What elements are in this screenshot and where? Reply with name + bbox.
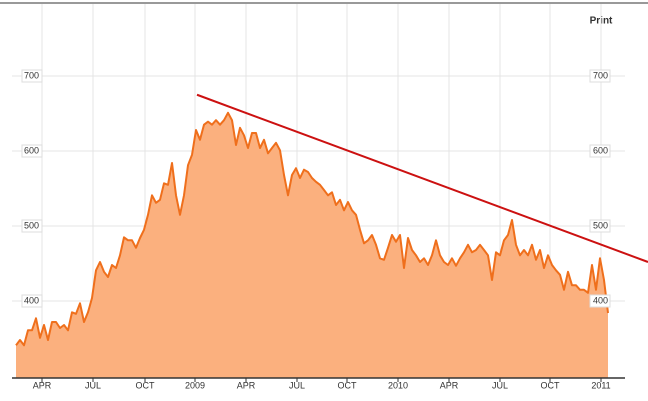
x-tick-label: 2010 xyxy=(388,380,408,390)
y-tick-box xyxy=(589,294,611,308)
y-tick-box xyxy=(21,294,43,308)
x-tick-label: OCT xyxy=(338,380,358,390)
trend-line xyxy=(196,93,648,263)
x-tick-label: 2011 xyxy=(591,380,610,390)
y-tick-box xyxy=(589,69,611,83)
y-tick-label: 600 xyxy=(24,145,39,155)
x-tick-label: JUL xyxy=(85,380,101,390)
x-tick-label: OCT xyxy=(541,380,561,390)
y-tick-label: 500 xyxy=(593,220,608,230)
x-tick-label: APR xyxy=(440,380,459,390)
x-tick-label: JUL xyxy=(492,380,508,390)
y-tick-label: 500 xyxy=(24,220,39,230)
line xyxy=(15,111,609,347)
y-tick-label: 700 xyxy=(24,70,39,80)
x-tick-label: 2009 xyxy=(185,380,205,390)
y-tick-box xyxy=(21,69,43,83)
x-tick-label: APR xyxy=(33,380,52,390)
y-tick-label: 600 xyxy=(593,145,608,155)
x-tick-label: JUL xyxy=(289,380,305,390)
y-tick-label: 400 xyxy=(593,295,608,305)
y-tick-box xyxy=(21,144,43,158)
y-tick-box xyxy=(589,144,611,158)
y-tick-box xyxy=(589,219,611,233)
y-tick-label: 400 xyxy=(24,295,39,305)
y-tick-label: 700 xyxy=(593,70,608,80)
y-tick-box xyxy=(21,219,43,233)
x-tick-label: OCT xyxy=(136,380,156,390)
x-tick-label: APR xyxy=(237,380,256,390)
area xyxy=(16,112,608,379)
